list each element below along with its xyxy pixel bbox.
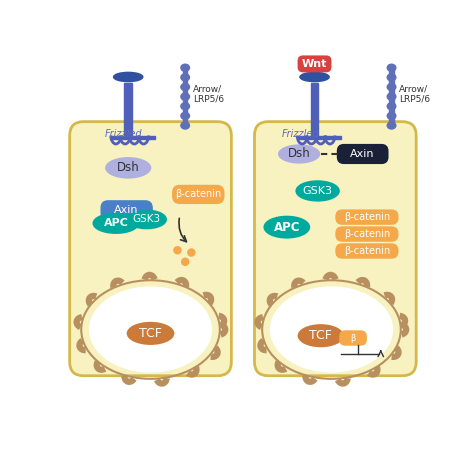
Ellipse shape	[386, 102, 397, 110]
FancyBboxPatch shape	[100, 200, 153, 220]
Text: β-catenin: β-catenin	[344, 229, 390, 239]
Ellipse shape	[270, 286, 393, 373]
Bar	[297, 136, 341, 139]
Ellipse shape	[296, 181, 339, 201]
Bar	[110, 136, 155, 139]
FancyBboxPatch shape	[337, 145, 388, 163]
Ellipse shape	[180, 112, 190, 120]
Text: β-catenin: β-catenin	[175, 189, 221, 199]
Ellipse shape	[181, 258, 190, 266]
Text: Axin: Axin	[114, 205, 139, 215]
Text: TCF: TCF	[139, 327, 162, 340]
Ellipse shape	[93, 214, 138, 233]
Ellipse shape	[180, 63, 190, 72]
Ellipse shape	[127, 322, 174, 345]
Ellipse shape	[91, 288, 210, 371]
Ellipse shape	[386, 121, 397, 130]
FancyBboxPatch shape	[335, 243, 399, 259]
Ellipse shape	[300, 72, 329, 82]
FancyBboxPatch shape	[335, 209, 399, 225]
Bar	[389, 68, 394, 125]
Text: Frizzled: Frizzled	[105, 129, 143, 139]
FancyBboxPatch shape	[172, 185, 225, 204]
Ellipse shape	[298, 324, 344, 347]
FancyBboxPatch shape	[298, 55, 331, 72]
Ellipse shape	[278, 145, 320, 163]
Ellipse shape	[386, 112, 397, 120]
Ellipse shape	[386, 73, 397, 82]
Ellipse shape	[180, 102, 190, 110]
Ellipse shape	[272, 288, 392, 371]
Ellipse shape	[173, 246, 182, 255]
FancyBboxPatch shape	[339, 330, 367, 346]
Text: Arrow/
LRP5/6: Arrow/ LRP5/6	[193, 84, 224, 104]
Ellipse shape	[386, 63, 397, 72]
Text: GSK3: GSK3	[133, 215, 161, 224]
Text: APC: APC	[273, 220, 300, 233]
Bar	[183, 68, 188, 125]
FancyBboxPatch shape	[335, 226, 399, 242]
Text: β: β	[350, 334, 356, 343]
Text: TCF: TCF	[309, 329, 332, 342]
Bar	[310, 83, 319, 137]
Ellipse shape	[180, 92, 190, 101]
Ellipse shape	[180, 83, 190, 91]
Text: Wnt: Wnt	[302, 59, 327, 69]
Ellipse shape	[180, 121, 190, 130]
Text: Frizzled: Frizzled	[282, 129, 320, 139]
Text: GSK3: GSK3	[302, 186, 333, 196]
Ellipse shape	[386, 92, 397, 101]
Text: Arrow/
LRP5/6: Arrow/ LRP5/6	[399, 84, 430, 104]
FancyBboxPatch shape	[70, 122, 231, 376]
Text: β-catenin: β-catenin	[344, 212, 390, 222]
Text: Axin: Axin	[350, 149, 374, 159]
FancyBboxPatch shape	[255, 122, 416, 376]
Text: Dsh: Dsh	[288, 147, 310, 160]
Ellipse shape	[128, 211, 166, 228]
Text: APC: APC	[103, 218, 128, 228]
Bar	[124, 83, 132, 137]
Text: β-catenin: β-catenin	[344, 246, 390, 256]
Ellipse shape	[386, 83, 397, 91]
Ellipse shape	[180, 73, 190, 82]
Ellipse shape	[105, 157, 151, 179]
Ellipse shape	[114, 72, 143, 82]
Text: Dsh: Dsh	[117, 161, 139, 174]
Ellipse shape	[187, 248, 196, 257]
Ellipse shape	[89, 286, 212, 373]
Ellipse shape	[264, 217, 309, 238]
